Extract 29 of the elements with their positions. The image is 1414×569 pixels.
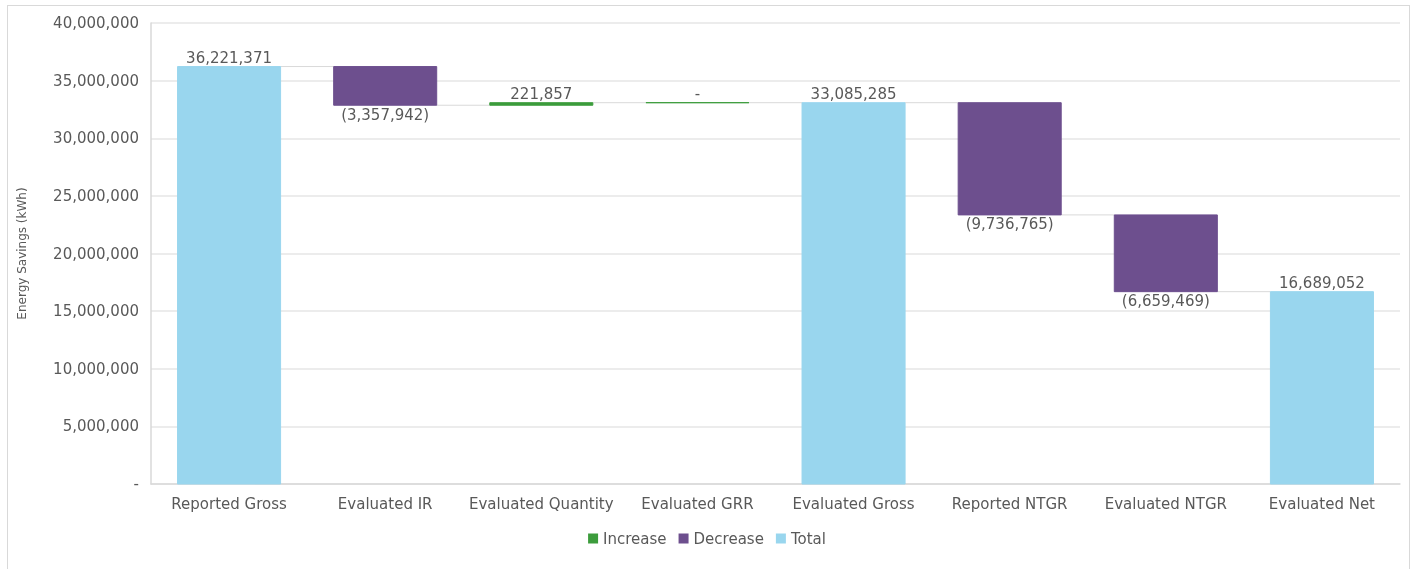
- data-label: 221,857: [510, 85, 573, 104]
- y-tick-label: 30,000,000: [53, 129, 139, 148]
- data-label: (9,736,765): [965, 215, 1054, 234]
- y-tick-label: 25,000,000: [53, 186, 139, 205]
- y-axis-title: Energy Savings (kWh): [15, 187, 29, 320]
- y-tick-label: 5,000,000: [62, 417, 139, 436]
- y-tick-label: 40,000,000: [53, 14, 139, 32]
- data-label: 16,689,052: [1278, 274, 1365, 293]
- x-tick-label: Reported Gross: [171, 494, 287, 513]
- x-tick-label: Evaluated IR: [337, 494, 433, 513]
- data-label: -: [694, 85, 701, 104]
- x-tick-label: Evaluated Quantity: [468, 494, 614, 513]
- x-tick-label: Evaluated Net: [1268, 494, 1376, 513]
- y-tick-label: 15,000,000: [53, 302, 139, 321]
- legend-label: Decrease: [693, 529, 764, 548]
- y-tick-label: 35,000,000: [53, 71, 139, 90]
- x-tick-label: Evaluated GRR: [641, 494, 754, 513]
- y-tick-label: 10,000,000: [53, 359, 139, 378]
- data-label: 33,085,285: [810, 85, 897, 104]
- x-tick-label: Reported NTGR: [951, 494, 1068, 513]
- legend-label: Total: [789, 529, 826, 548]
- legend-label: Increase: [603, 529, 667, 548]
- data-label: (3,357,942): [341, 105, 430, 124]
- x-tick-label: Evaluated Gross: [792, 494, 915, 513]
- data-label: (6,659,469): [1121, 292, 1210, 311]
- y-tick-label: -: [133, 475, 139, 493]
- data-label: 36,221,371: [186, 49, 273, 68]
- y-tick-label: 20,000,000: [53, 244, 139, 263]
- x-tick-label: Evaluated NTGR: [1104, 494, 1227, 513]
